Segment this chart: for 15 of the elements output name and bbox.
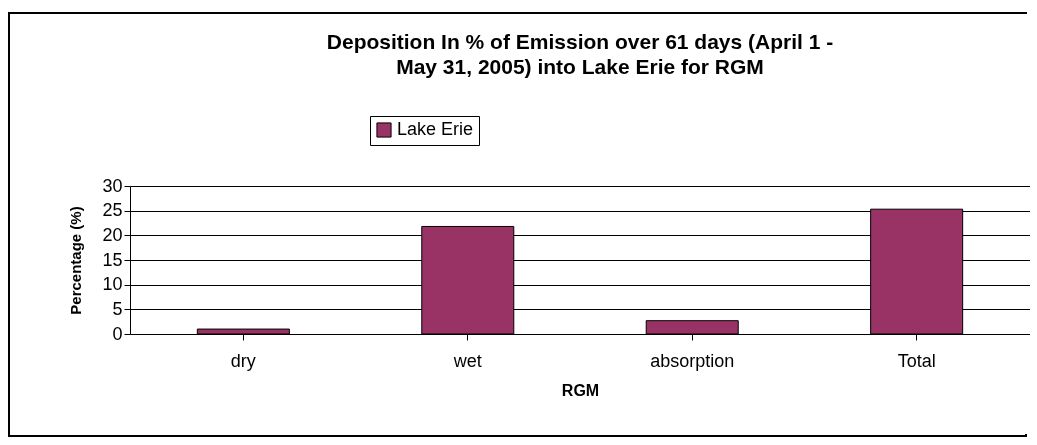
y-tick-label: 0 xyxy=(112,323,123,344)
y-tick-label: 30 xyxy=(102,175,123,196)
y-tick-label: 10 xyxy=(102,274,123,295)
x-tick-label: dry xyxy=(230,350,256,371)
legend-label: Lake Erie xyxy=(397,119,474,139)
y-tick-label: 20 xyxy=(102,224,123,245)
x-tick-label: absorption xyxy=(650,350,735,371)
x-tick-label: Total xyxy=(897,350,936,371)
y-tick-label: 25 xyxy=(102,200,123,221)
x-tick-label: wet xyxy=(452,350,482,371)
x-axis-title: RGM xyxy=(561,381,600,399)
chart-title: Deposition In % of Emission over 61 days (April 1 - May 31, 2005) into Lake Erie for RGM xyxy=(326,29,834,78)
y-tick-label: 15 xyxy=(102,249,123,270)
y-axis-title: Percentage (%) xyxy=(67,206,85,315)
y-tick-label: 5 xyxy=(112,298,123,319)
